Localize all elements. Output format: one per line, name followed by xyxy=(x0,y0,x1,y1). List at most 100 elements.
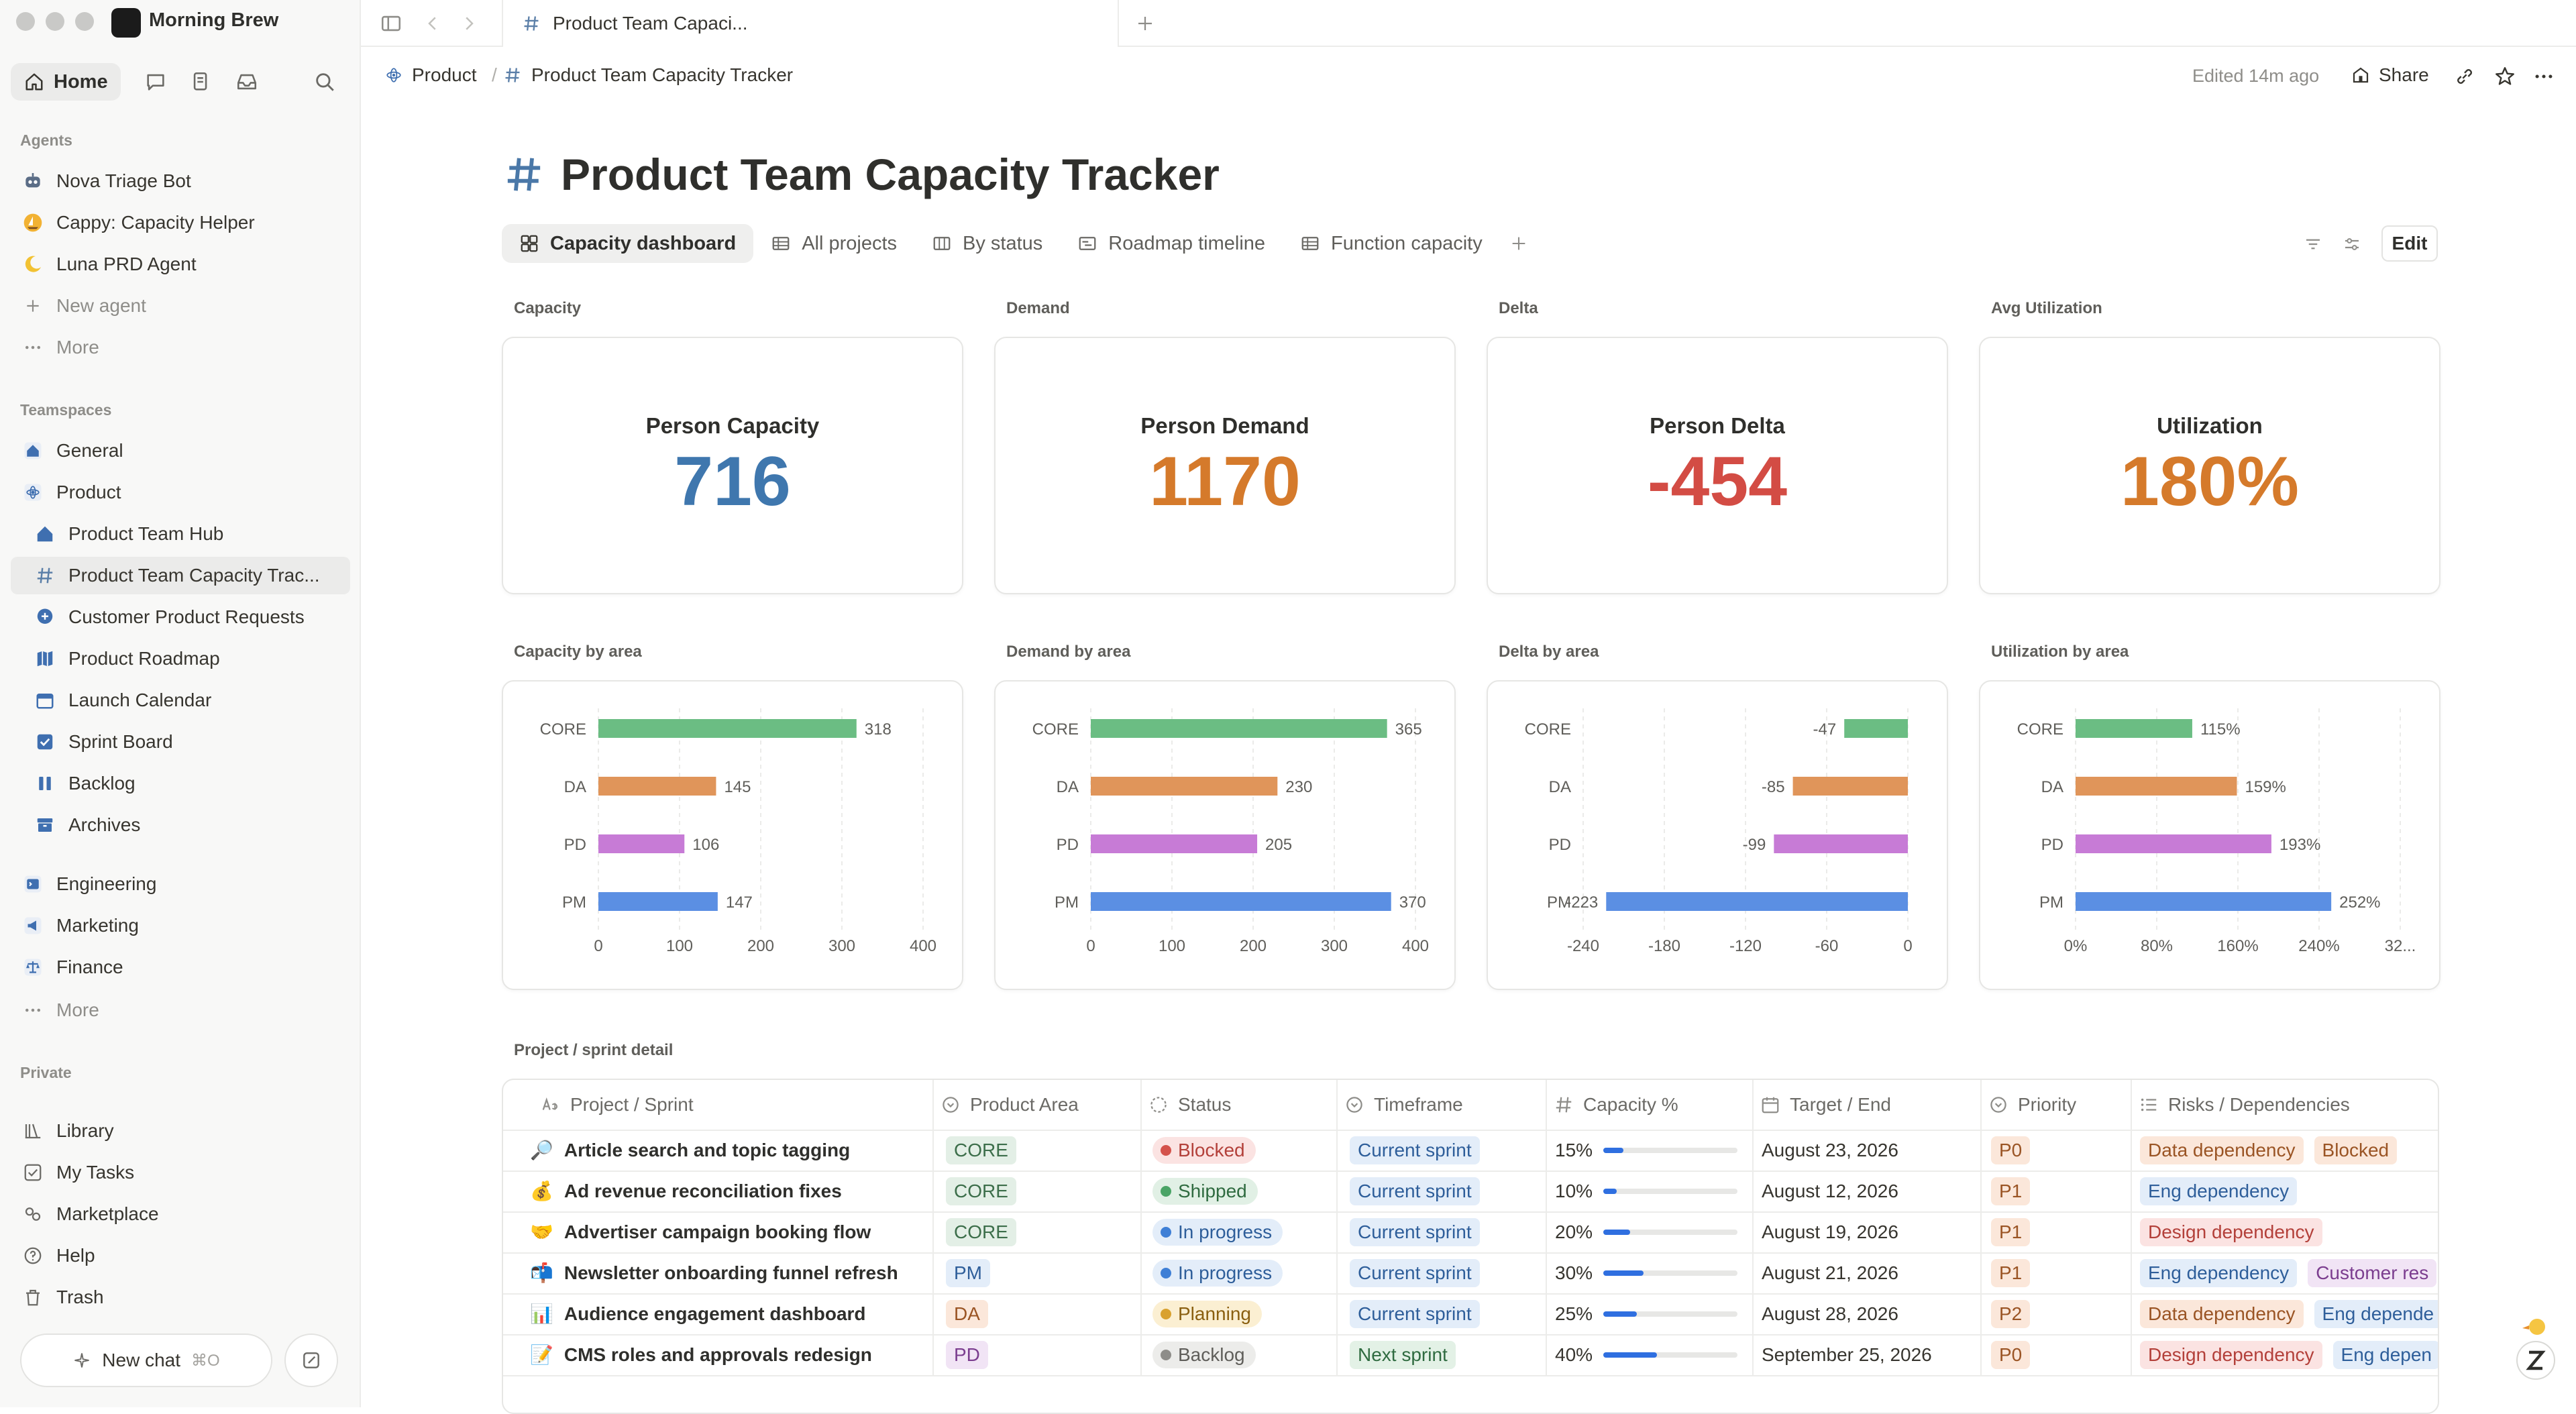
add-view-button[interactable] xyxy=(1500,224,1538,263)
table-row[interactable]: 🤝 Advertiser campaign booking flow CORE In … xyxy=(503,1211,2438,1254)
target-date-cell[interactable]: August 12, 2026 xyxy=(1762,1171,1898,1211)
edit-button[interactable]: Edit xyxy=(2381,225,2438,262)
column-header-risks[interactable]: Risks / Dependencies xyxy=(2139,1080,2350,1130)
column-header-product-area[interactable]: Product Area xyxy=(941,1080,1079,1130)
column-header-capacity[interactable]: Capacity % xyxy=(1554,1080,1678,1130)
sidebar-item-more-agents[interactable]: More xyxy=(11,329,350,366)
risks-cell[interactable]: Eng dependency xyxy=(2140,1171,2438,1211)
sidebar-item-my-tasks[interactable]: My Tasks xyxy=(11,1154,350,1191)
timeframe-cell[interactable]: Next sprint xyxy=(1350,1334,1466,1375)
column-header-project[interactable]: Project / Sprint xyxy=(541,1080,694,1130)
column-header-timeframe[interactable]: Timeframe xyxy=(1344,1080,1463,1130)
chart-capacity-by-area[interactable]: 0 100 200 300 400 CORE 318 DA 145 PD 106 PM 147 xyxy=(502,680,963,990)
risk-tag[interactable]: Data dependency xyxy=(2140,1299,2304,1328)
risk-tag[interactable]: Eng depen xyxy=(2332,1340,2438,1369)
sidebar-item-trash[interactable]: Trash xyxy=(11,1279,350,1316)
product-area-cell[interactable]: CORE xyxy=(946,1211,1027,1252)
breadcrumb-product[interactable]: Product xyxy=(385,64,477,86)
project-cell[interactable]: 💰 Ad revenue reconciliation fixes xyxy=(530,1171,926,1211)
sidebar-item-engineering[interactable]: Engineering xyxy=(11,865,350,903)
close-window-button[interactable] xyxy=(16,12,35,31)
zoom-window-button[interactable] xyxy=(75,12,94,31)
status-cell[interactable]: In progress xyxy=(1152,1252,1283,1293)
sidebar-item-new-agent[interactable]: New agent xyxy=(11,287,350,325)
risk-tag[interactable]: Design dependency xyxy=(2140,1340,2322,1369)
project-cell[interactable]: 🤝 Advertiser campaign booking flow xyxy=(530,1211,926,1252)
risk-tag[interactable]: Design dependency xyxy=(2140,1217,2322,1246)
project-cell[interactable]: 📊 Audience engagement dashboard xyxy=(530,1293,926,1334)
sidebar-item-marketplace[interactable]: Marketplace xyxy=(11,1195,350,1233)
priority-cell[interactable]: P0 xyxy=(1991,1334,2041,1375)
sidebar-item-nova-triage-bot[interactable]: Nova Triage Bot xyxy=(11,162,350,200)
tab-capacity-tracker[interactable]: Product Team Capaci... xyxy=(502,0,1119,47)
column-header-status[interactable]: Status xyxy=(1148,1080,1231,1130)
compose-button[interactable] xyxy=(284,1334,338,1387)
project-cell[interactable]: 📝 CMS roles and approvals redesign xyxy=(530,1334,926,1375)
sidebar-item-help[interactable]: Help xyxy=(11,1237,350,1274)
target-date-cell[interactable]: August 21, 2026 xyxy=(1762,1252,1898,1293)
priority-cell[interactable]: P2 xyxy=(1991,1293,2041,1334)
sidebar-item-library[interactable]: Library xyxy=(11,1112,350,1150)
risks-cell[interactable]: Eng dependency Customer res xyxy=(2140,1252,2438,1293)
table-row[interactable]: 📊 Audience engagement dashboard DA Planning… xyxy=(503,1293,2438,1336)
minimize-window-button[interactable] xyxy=(46,12,64,31)
sidebar-item-product[interactable]: Product xyxy=(11,474,350,511)
chart-utilization-by-area[interactable]: 0% 80% 160% 240% 32... CORE 115% DA 159% PD 193% PM… xyxy=(1979,680,2440,990)
sidebar-item-sprint-board[interactable]: Sprint Board xyxy=(11,723,350,761)
target-date-cell[interactable]: August 23, 2026 xyxy=(1762,1130,1898,1171)
risk-tag[interactable]: Eng dependency xyxy=(2140,1177,2298,1205)
risks-cell[interactable]: Design dependency Eng depen xyxy=(2140,1334,2438,1375)
sidebar-item-marketing[interactable]: Marketing xyxy=(11,907,350,944)
tab-capacity-dashboard[interactable]: Capacity dashboard xyxy=(502,224,754,263)
capacity-cell[interactable]: 10% xyxy=(1555,1171,1738,1211)
table-row[interactable]: 💰 Ad revenue reconciliation fixes CORE Ship… xyxy=(503,1171,2438,1213)
share-button[interactable]: Share xyxy=(2351,64,2429,86)
table-row[interactable]: 📝 CMS roles and approvals redesign PD Backl… xyxy=(503,1334,2438,1376)
sidebar-item-finance[interactable]: Finance xyxy=(11,948,350,986)
target-date-cell[interactable]: September 25, 2026 xyxy=(1762,1334,1932,1375)
sidebar-toggle-icon[interactable] xyxy=(377,9,405,38)
more-options-icon[interactable] xyxy=(2530,63,2557,90)
tab-by-status[interactable]: By status xyxy=(914,224,1060,263)
risk-tag[interactable]: Data dependency xyxy=(2140,1136,2304,1164)
risks-cell[interactable]: Data dependency Eng depende xyxy=(2140,1293,2438,1334)
tab-function-capacity[interactable]: Function capacity xyxy=(1283,224,1500,263)
status-cell[interactable]: Shipped xyxy=(1152,1171,1258,1211)
risk-tag[interactable]: Eng depende xyxy=(2314,1299,2438,1328)
link-icon[interactable] xyxy=(2451,63,2478,90)
assistant-avatar-icon[interactable] xyxy=(2513,1315,2559,1382)
chart-delta-by-area[interactable]: -240 -180 -120 -60 0 CORE -47 DA -85 PD -99 PM -223 xyxy=(1487,680,1948,990)
kpi-card-demand[interactable]: Person Demand 1170 xyxy=(994,337,1456,594)
product-area-cell[interactable]: PD xyxy=(946,1334,999,1375)
search-icon[interactable] xyxy=(310,67,339,97)
priority-cell[interactable]: P1 xyxy=(1991,1171,2041,1211)
sidebar-item-archives[interactable]: Archives xyxy=(11,806,350,844)
product-area-cell[interactable]: PM xyxy=(946,1252,1001,1293)
sidebar-item-launch-calendar[interactable]: Launch Calendar xyxy=(11,682,350,719)
status-cell[interactable]: Planning xyxy=(1152,1293,1262,1334)
back-arrow-icon[interactable] xyxy=(419,9,447,38)
settings-sliders-icon[interactable] xyxy=(2339,231,2365,258)
filter-icon[interactable] xyxy=(2300,231,2326,258)
column-header-priority[interactable]: Priority xyxy=(1988,1080,2076,1130)
sidebar-item-more-teamspaces[interactable]: More xyxy=(11,991,350,1029)
project-cell[interactable]: 📬 Newsletter onboarding funnel refresh xyxy=(530,1252,926,1293)
new-tab-plus-icon[interactable] xyxy=(1131,9,1159,38)
kpi-card-capacity[interactable]: Person Capacity 716 xyxy=(502,337,963,594)
kpi-card-delta[interactable]: Person Delta -454 xyxy=(1487,337,1948,594)
sidebar-item-capacity-tracker[interactable]: Product Team Capacity Trac... xyxy=(11,557,350,594)
risks-cell[interactable]: Design dependency xyxy=(2140,1211,2438,1252)
new-chat-button[interactable]: New chat ⌘O xyxy=(20,1334,272,1387)
project-cell[interactable]: 🔎 Article search and topic tagging xyxy=(530,1130,926,1171)
sidebar-item-customer-product-requests[interactable]: Customer Product Requests xyxy=(11,598,350,636)
priority-cell[interactable]: P1 xyxy=(1991,1252,2041,1293)
sidebar-item-luna-prd-agent[interactable]: Luna PRD Agent xyxy=(11,246,350,283)
product-area-cell[interactable]: CORE xyxy=(946,1130,1027,1171)
notes-icon[interactable] xyxy=(186,67,216,97)
sidebar-home[interactable]: Home xyxy=(11,63,121,101)
table-row[interactable]: 📬 Newsletter onboarding funnel refresh PM I… xyxy=(503,1252,2438,1295)
priority-cell[interactable]: P1 xyxy=(1991,1211,2041,1252)
capacity-cell[interactable]: 20% xyxy=(1555,1211,1738,1252)
column-header-target-end[interactable]: Target / End xyxy=(1760,1080,1891,1130)
timeframe-cell[interactable]: Current sprint xyxy=(1350,1171,1491,1211)
